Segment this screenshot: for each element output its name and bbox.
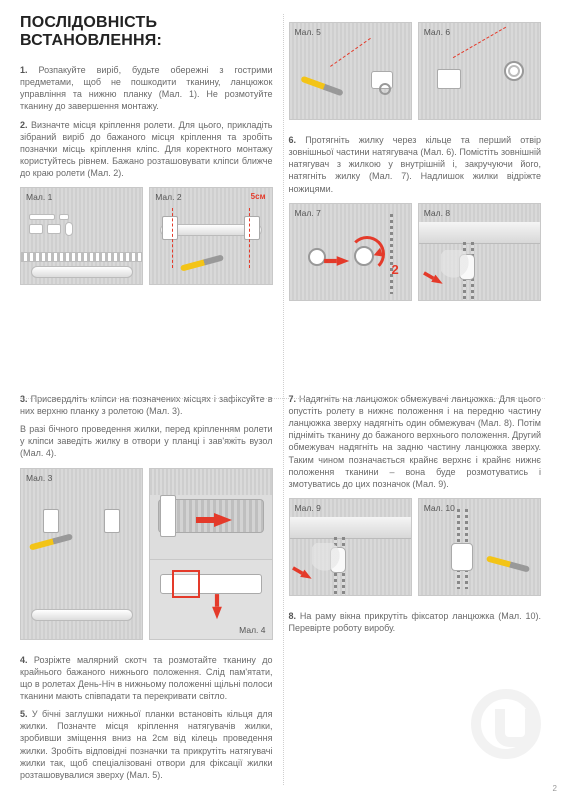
figure-5: Мал. 5: [289, 22, 412, 120]
step-3b: В разі бічного проведення жилки, перед к…: [20, 423, 273, 459]
step-2: 2. Визначте місця кріплення ролети. Для …: [20, 119, 273, 180]
figure-label: Мал. 7: [295, 208, 321, 218]
dimension-label: 5см: [251, 192, 266, 201]
figure-label: Мал. 1: [26, 192, 52, 202]
right-column-top: Мал. 5 Мал. 6 6. Протягніть жилку через …: [289, 14, 546, 393]
figure-label: Мал. 8: [424, 208, 450, 218]
figure-9: Мал. 9: [289, 498, 412, 596]
figure-label: Мал. 5: [295, 27, 321, 37]
page-number: 2: [553, 784, 557, 793]
figure-label: Мал. 2: [155, 192, 181, 202]
figure-label: Мал. 4: [239, 625, 265, 635]
page-title: ПОСЛІДОВНІСТЬ ВСТАНОВЛЕННЯ:: [20, 14, 277, 50]
step-6: 6. Протягніть жилку через кільце та перш…: [289, 134, 542, 195]
step-1: 1. Розпакуйте виріб, будьте обережні з г…: [20, 64, 273, 113]
figure-8: Мал. 8: [418, 203, 541, 301]
figure-3: Мал. 3: [20, 468, 143, 640]
left-column-top: 1. Розпакуйте виріб, будьте обережні з г…: [20, 64, 277, 393]
figure-1: Мал. 1: [20, 187, 143, 285]
figure-2: Мал. 2 5см: [149, 187, 272, 285]
figure-label: Мал. 6: [424, 27, 450, 37]
step-8: 8. На раму вікна прикрутіть фіксатор лан…: [289, 610, 542, 634]
watermark-icon: [471, 689, 541, 759]
figure-label: Мал. 10: [424, 503, 455, 513]
figure-10: Мал. 10: [418, 498, 541, 596]
step-3: 3. Присвердліть кліпси на позначених міс…: [20, 393, 273, 417]
step-7: 7. Надягніть на ланцюжок обмежувачі ланц…: [289, 393, 542, 490]
figure-label: Мал. 3: [26, 473, 52, 483]
figure-4: Мал. 4: [149, 468, 272, 640]
figure-6: Мал. 6: [418, 22, 541, 120]
figure-label: Мал. 9: [295, 503, 321, 513]
left-column-bottom: 3. Присвердліть кліпси на позначених міс…: [20, 393, 277, 787]
step-4: 4. Розріжте малярний скотч та розмотайте…: [20, 654, 273, 703]
callout-number: 2: [392, 262, 399, 277]
step-5: 5. У бічні заглушки нижньої планки встан…: [20, 708, 273, 781]
figure-7: Мал. 7 2: [289, 203, 412, 301]
